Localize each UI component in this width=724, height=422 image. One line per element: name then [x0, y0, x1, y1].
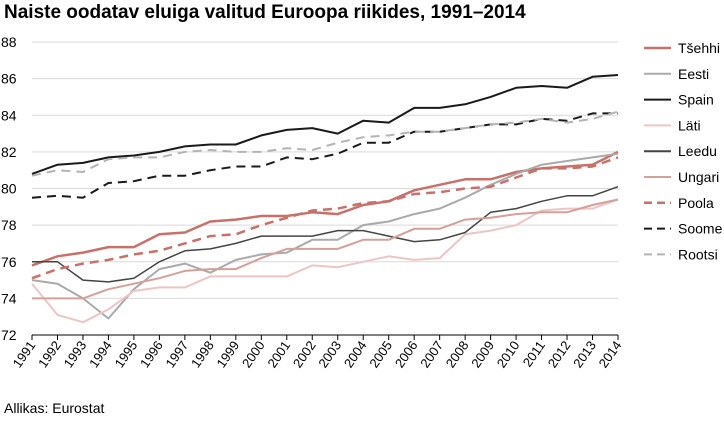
y-tick-label: 88 — [1, 34, 17, 50]
legend-label: Ungari — [678, 169, 719, 185]
series-line-soome — [31, 112, 618, 199]
x-tick-label: 2009 — [468, 338, 497, 370]
y-tick-label: 78 — [1, 217, 17, 233]
x-tick-label: 1997 — [162, 338, 191, 370]
chart-source: Allikas: Eurostat — [4, 400, 105, 416]
x-tick-label: 1995 — [111, 338, 140, 370]
x-tick-label: 2000 — [239, 338, 268, 370]
series-layer — [31, 74, 619, 324]
series-line-läti — [31, 198, 619, 324]
axis-layer: 7274767880828486881991199219931994199519… — [1, 34, 624, 370]
x-tick-label: 2006 — [392, 338, 421, 370]
legend-label: Läti — [678, 117, 701, 133]
chart-title: Naiste oodatav eluiga valitud Euroopa ri… — [4, 2, 526, 23]
x-tick-label: 1999 — [213, 338, 242, 370]
y-tick-label: 84 — [1, 107, 17, 123]
legend: Tšehhi Eesti Spain Läti Leedu Ungari Poola Soom… — [644, 40, 723, 262]
y-tick-label: 76 — [1, 254, 17, 270]
legend-label: Tšehhi — [678, 40, 720, 56]
x-tick-label: 2003 — [315, 338, 344, 370]
series-line-ungari — [32, 198, 619, 300]
x-tick-label: 2002 — [290, 338, 319, 370]
series-line-rootsi — [31, 110, 619, 177]
x-tick-label: 2007 — [417, 338, 446, 370]
series-line-leedu — [32, 185, 619, 283]
x-tick-label: 2012 — [545, 338, 574, 370]
x-tick-label: 2013 — [570, 338, 599, 370]
x-tick-label: 2008 — [443, 338, 472, 370]
legend-label: Spain — [678, 92, 714, 108]
x-tick-label: 1998 — [188, 338, 217, 370]
x-tick-label: 2011 — [520, 338, 548, 370]
series-line-poola — [31, 156, 619, 280]
y-tick-label: 72 — [1, 327, 17, 343]
x-tick-label: 2010 — [494, 338, 523, 370]
x-tick-label: 2014 — [596, 338, 625, 370]
legend-label: Leedu — [678, 143, 717, 159]
x-tick-label: 1996 — [137, 338, 166, 370]
y-tick-label: 74 — [1, 290, 17, 306]
series-line-eesti — [31, 152, 619, 320]
legend-label: Soome — [678, 221, 723, 237]
x-tick-label: 2005 — [366, 338, 395, 370]
legend-label: Poola — [678, 195, 714, 211]
series-line-spain — [31, 74, 619, 175]
y-tick-label: 82 — [1, 144, 17, 160]
y-tick-label: 86 — [1, 71, 17, 87]
x-tick-label: 1993 — [61, 338, 90, 370]
x-tick-label: 1994 — [86, 338, 115, 370]
x-tick-label: 2001 — [264, 338, 293, 370]
x-tick-label: 1992 — [35, 338, 64, 370]
legend-label: Eesti — [678, 66, 709, 82]
legend-label: Rootsi — [678, 246, 718, 262]
y-tick-label: 80 — [1, 181, 17, 197]
x-tick-label: 2004 — [341, 338, 370, 370]
